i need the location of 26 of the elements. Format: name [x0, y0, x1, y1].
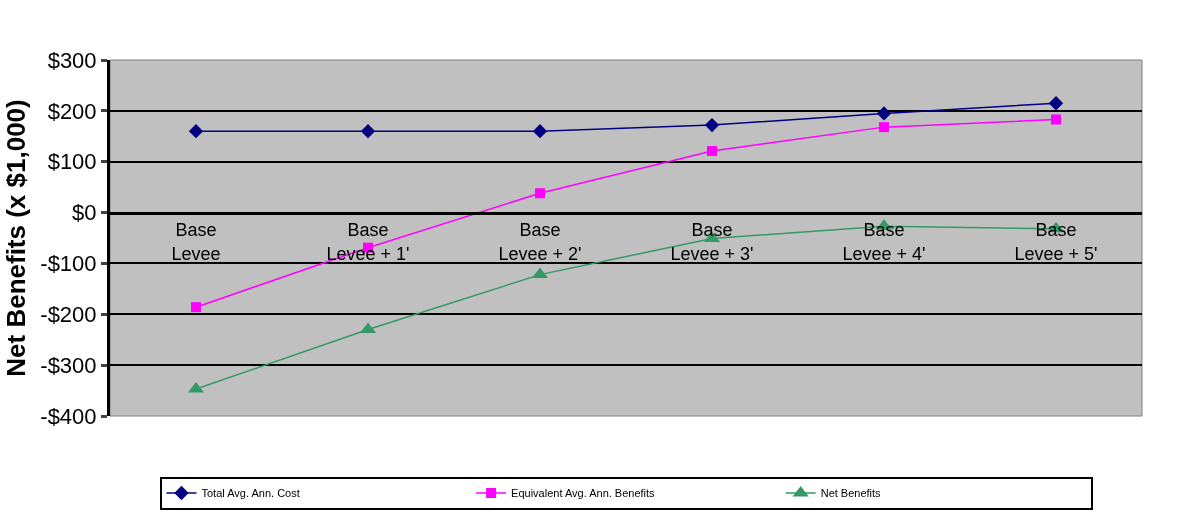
point	[876, 106, 892, 121]
y-tick-label: -$400	[40, 403, 97, 429]
legend-label: Equivalent Avg. Ann. Benefits	[511, 487, 656, 500]
y-tick-label: $200	[47, 98, 97, 124]
y-tick-label: $100	[47, 149, 97, 175]
y-tick-label: -$200	[40, 301, 97, 327]
point	[1051, 114, 1061, 125]
x-tick-label: Base Levee + 2'	[498, 220, 582, 264]
point	[360, 124, 376, 139]
y-tick-label: -$300	[40, 352, 97, 378]
point	[191, 302, 201, 313]
y-tick-label: $0	[72, 200, 97, 226]
x-tick-label: Base Levee	[171, 220, 221, 264]
legend-label: Net Benefits	[820, 487, 882, 500]
y-tick-label: $300	[47, 47, 97, 73]
point	[879, 122, 889, 133]
point	[704, 117, 720, 133]
legend-label: Total Avg. Ann. Cost	[201, 487, 300, 500]
y-axis-title: Net Benefits (x $1,000)	[0, 99, 31, 377]
point	[707, 146, 717, 157]
x-tick-label: Base Levee + 3'	[670, 220, 754, 264]
point	[532, 124, 548, 139]
y-tick-label: -$100	[40, 251, 97, 277]
point	[535, 188, 545, 199]
point	[1048, 96, 1064, 111]
point	[188, 124, 204, 139]
